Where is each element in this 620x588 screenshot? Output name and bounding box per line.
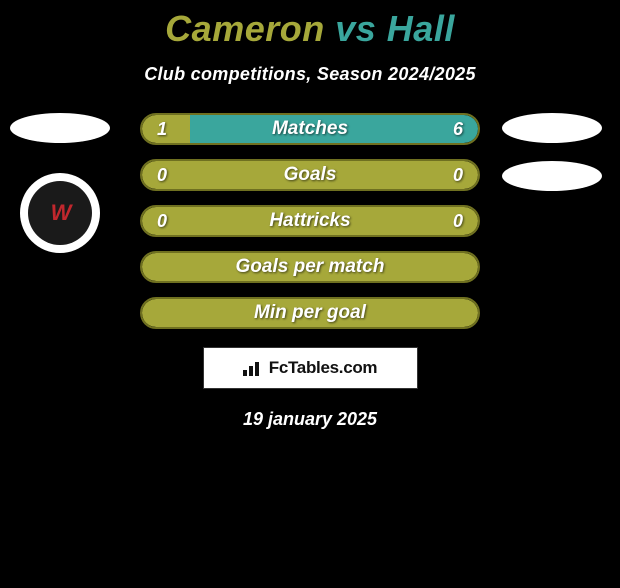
brand-text: FcTables.com <box>269 358 378 378</box>
left-club-badge-inner: W <box>28 181 92 245</box>
right-player-photo-placeholder <box>502 113 602 143</box>
comparison-layout: W 1Matches60Goals00Hattricks0Goals per m… <box>0 113 620 329</box>
right-club-badge-placeholder <box>502 161 602 191</box>
left-club-badge: W <box>20 173 100 253</box>
title-player2: Hall <box>387 8 455 49</box>
bar-label: Goals <box>182 164 438 186</box>
bar-value-right: 0 <box>438 165 478 186</box>
bar-value-left: 1 <box>142 119 182 140</box>
title-vs: vs <box>335 8 376 49</box>
stat-bar: Goals per match <box>140 251 480 283</box>
bar-value-right: 6 <box>438 119 478 140</box>
bar-value-right: 0 <box>438 211 478 232</box>
title-player1: Cameron <box>165 8 325 49</box>
stat-bar: Min per goal <box>140 297 480 329</box>
bar-value-left: 0 <box>142 165 182 186</box>
stat-bar: 0Goals0 <box>140 159 480 191</box>
bar-label: Matches <box>182 118 438 140</box>
left-club-glyph: W <box>51 200 70 226</box>
subtitle: Club competitions, Season 2024/2025 <box>0 64 620 85</box>
brand-bars-icon <box>243 360 263 376</box>
page-title: Cameron vs Hall <box>0 8 620 50</box>
bar-label: Min per goal <box>182 302 438 324</box>
bar-label: Hattricks <box>182 210 438 232</box>
bar-value-left: 0 <box>142 211 182 232</box>
stat-bar: 0Hattricks0 <box>140 205 480 237</box>
left-player-photo-placeholder <box>10 113 110 143</box>
stat-bar: 1Matches6 <box>140 113 480 145</box>
bar-label: Goals per match <box>182 256 438 278</box>
left-player-column: W <box>10 113 110 253</box>
brand-box: FcTables.com <box>203 347 418 389</box>
date-label: 19 january 2025 <box>0 409 620 430</box>
right-player-column <box>502 113 602 191</box>
stat-bars: 1Matches60Goals00Hattricks0Goals per mat… <box>140 113 480 329</box>
